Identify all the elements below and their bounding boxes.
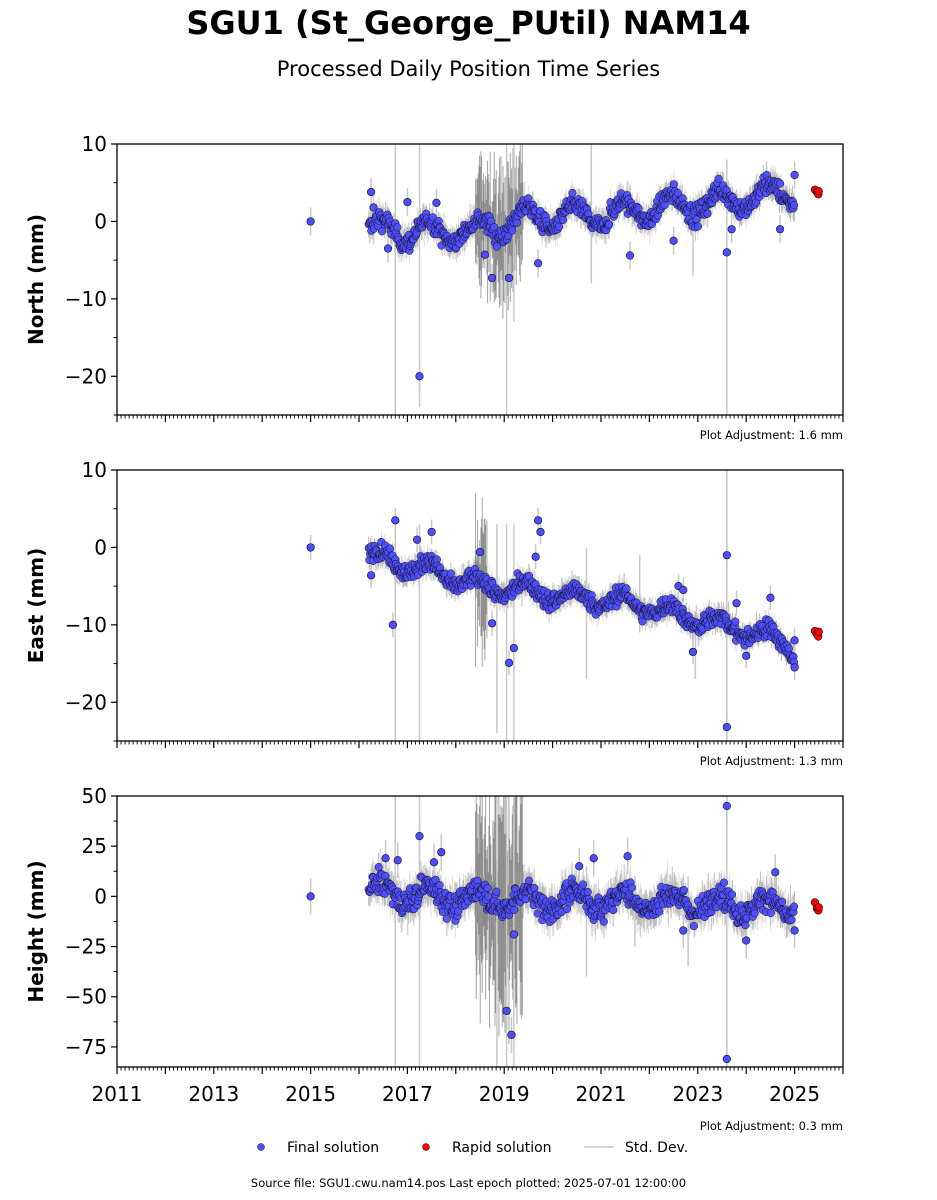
final-point	[714, 174, 723, 183]
chart-subtitle: Processed Daily Position Time Series	[276, 57, 661, 81]
y-tick-label: 10	[82, 458, 107, 482]
final-point	[775, 225, 785, 234]
final-point	[492, 242, 501, 251]
final-point	[388, 620, 397, 629]
final-point	[568, 188, 577, 198]
plot-area-0	[306, 144, 823, 415]
final-point	[508, 226, 517, 235]
y-tick-label: 10	[82, 132, 107, 156]
final-point	[703, 209, 712, 218]
final-point	[306, 217, 315, 226]
y-tick-label: 0	[94, 535, 107, 559]
final-point	[776, 179, 785, 188]
final-point	[432, 198, 441, 207]
rapid-point	[814, 187, 823, 196]
final-point	[512, 218, 522, 227]
final-point	[660, 201, 669, 210]
final-point	[475, 547, 485, 557]
final-point	[784, 644, 793, 653]
plot-area-1	[306, 470, 823, 741]
final-point	[742, 651, 751, 660]
final-point	[727, 225, 736, 234]
y-tick-label: −10	[65, 287, 107, 311]
final-point	[504, 658, 514, 667]
final-point	[524, 194, 533, 203]
plot-area-2	[306, 796, 823, 1067]
final-point	[766, 593, 775, 602]
final-point	[634, 204, 643, 213]
plot-adjustment-note: Plot Adjustment: 1.3 mm	[700, 754, 843, 768]
final-point	[415, 372, 424, 381]
final-point	[367, 571, 376, 580]
final-point	[622, 584, 631, 593]
final-point	[306, 543, 315, 552]
final-point	[504, 232, 513, 241]
final-point	[531, 552, 540, 561]
final-point	[427, 527, 436, 537]
y-tick-label: 0	[94, 209, 107, 233]
final-point	[790, 663, 799, 672]
rapid-points-0	[810, 185, 823, 199]
final-point	[403, 197, 412, 207]
y-axis-label: North (mm)	[24, 214, 48, 345]
chart-title: SGU1 (St_George_PUtil) NAM14	[186, 4, 751, 42]
panel-1: 10 0 −10 −20 East (mm) Plot Adjustment: 1.3 m…	[24, 458, 844, 768]
final-point	[731, 617, 740, 626]
final-point	[533, 259, 543, 268]
final-point	[790, 201, 799, 210]
final-points-1	[306, 516, 799, 732]
y-tick-label: −10	[65, 613, 107, 637]
final-point	[533, 516, 543, 525]
final-point	[790, 170, 799, 180]
final-point	[558, 215, 568, 224]
final-point	[393, 223, 402, 232]
rapid-points-1	[810, 626, 823, 641]
final-point	[625, 251, 635, 260]
y-axis-label: East (mm)	[24, 548, 48, 664]
final-point	[369, 203, 378, 212]
final-point	[790, 636, 799, 645]
final-point	[722, 248, 731, 257]
panel-0: 10 0 −10 −20 North (mm) Plot Adjustment: 1.6 …	[24, 132, 844, 442]
plot-adjustment-note: Plot Adjustment: 1.6 mm	[700, 428, 843, 442]
final-point	[688, 647, 698, 657]
y-tick-label: −20	[65, 364, 107, 388]
final-point	[383, 244, 393, 253]
final-point	[367, 187, 376, 197]
final-point	[386, 544, 395, 553]
final-point	[446, 569, 455, 578]
rapid-point	[814, 627, 823, 636]
stddev-bars-0	[309, 144, 796, 415]
final-point	[669, 236, 678, 245]
final-point	[480, 250, 489, 259]
final-point	[554, 222, 564, 231]
final-point	[488, 273, 497, 283]
final-point	[605, 220, 614, 229]
final-points-0	[306, 170, 799, 381]
final-point	[509, 643, 518, 653]
final-point	[536, 527, 545, 537]
final-point	[679, 585, 688, 595]
final-point	[412, 535, 422, 544]
final-point	[669, 180, 678, 189]
final-point	[488, 619, 497, 628]
final-point	[391, 516, 400, 525]
final-point	[693, 222, 703, 231]
final-point	[722, 551, 731, 560]
final-point	[504, 273, 514, 283]
final-point	[732, 599, 741, 608]
y-tick-label: −20	[65, 690, 107, 714]
final-point	[722, 722, 731, 732]
